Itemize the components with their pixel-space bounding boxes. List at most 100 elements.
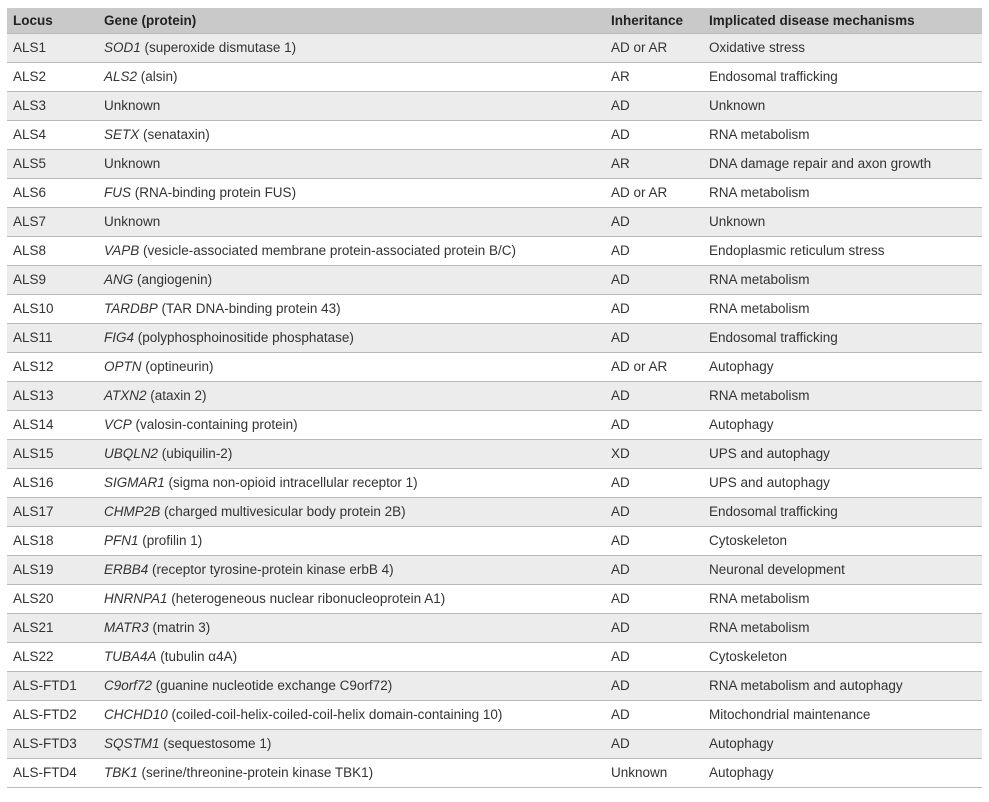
locus-cell: ALS11	[7, 322, 98, 352]
gene-symbol: C9orf72	[104, 678, 153, 693]
gene-symbol: CHCHD10	[104, 707, 168, 722]
table-row: ALS9 ANG (angiogenin) AD RNA metabolism	[7, 264, 982, 294]
inheritance-cell: AD	[605, 525, 703, 555]
inheritance-cell: AR	[605, 148, 703, 178]
table-row: ALS21 MATR3 (matrin 3) AD RNA metabolism	[7, 612, 982, 642]
protein-name: (polyphosphoinositide phosphatase)	[134, 330, 354, 345]
protein-name: (senataxin)	[139, 127, 210, 142]
locus-cell: ALS2	[7, 61, 98, 91]
table-row: ALS-FTD2 CHCHD10 (coiled-coil-helix-coile…	[7, 699, 982, 729]
locus-cell: ALS7	[7, 206, 98, 236]
gene-protein-cell: SIGMAR1 (sigma non-opioid intracellular …	[98, 467, 605, 497]
header-disease-mechanisms: Implicated disease mechanisms	[709, 12, 915, 28]
inheritance-cell: AD	[605, 612, 703, 642]
als-loci-table: Locus Gene (protein) Inheritance Implica…	[7, 8, 982, 788]
table-row: ALS7 Unknown AD Unknown	[7, 206, 982, 236]
protein-name: (optineurin)	[141, 359, 214, 374]
locus-cell: ALS-FTD1	[7, 670, 98, 700]
mechanism-cell: RNA metabolism	[703, 612, 982, 642]
mechanism-cell: RNA metabolism	[703, 119, 982, 149]
inheritance-cell: AD	[605, 206, 703, 236]
inheritance-cell: AD	[605, 235, 703, 265]
gene-protein-cell: OPTN (optineurin)	[98, 351, 605, 381]
protein-name: (tubulin α4A)	[156, 649, 238, 664]
locus-cell: ALS19	[7, 554, 98, 584]
inheritance-cell: AD	[605, 264, 703, 294]
gene-protein-cell: Unknown	[98, 90, 605, 120]
inheritance-cell: AD	[605, 554, 703, 584]
table-row: ALS4 SETX (senataxin) AD RNA metabolism	[7, 119, 982, 149]
gene-symbol: ATXN2	[104, 388, 147, 403]
table-row: ALS20 HNRNPA1 (heterogeneous nuclear ribo…	[7, 583, 982, 613]
gene-symbol: TARDBP	[104, 301, 158, 316]
gene-protein-cell: Unknown	[98, 206, 605, 236]
inheritance-cell: AD or AR	[605, 177, 703, 207]
table-row: ALS-FTD3 SQSTM1 (sequestosome 1) AD Autopha…	[7, 728, 982, 758]
protein-name: (TAR DNA-binding protein 43)	[157, 301, 341, 316]
table-row: ALS2 ALS2 (alsin) AR Endosomal trafficking	[7, 61, 982, 91]
protein-name: (angiogenin)	[133, 272, 213, 287]
inheritance-cell: AD	[605, 409, 703, 439]
mechanism-cell: Unknown	[703, 90, 982, 120]
inheritance-cell: AD	[605, 322, 703, 352]
table-row: ALS15 UBQLN2 (ubiquilin-2) XD UPS and autop…	[7, 438, 982, 468]
gene-protein-cell: ATXN2 (ataxin 2)	[98, 380, 605, 410]
table-row: ALS12 OPTN (optineurin) AD or AR Autophagy	[7, 351, 982, 381]
locus-cell: ALS17	[7, 496, 98, 526]
header-gene-protein: Gene (protein)	[104, 12, 197, 28]
mechanism-cell: Autophagy	[703, 757, 982, 788]
inheritance-cell: AD or AR	[605, 351, 703, 381]
inheritance-cell: AD	[605, 380, 703, 410]
gene-protein-cell: PFN1 (profilin 1)	[98, 525, 605, 555]
protein-name: (profilin 1)	[138, 533, 203, 548]
locus-cell: ALS15	[7, 438, 98, 468]
gene-protein-cell: UBQLN2 (ubiquilin-2)	[98, 438, 605, 468]
mechanism-cell: RNA metabolism	[703, 264, 982, 294]
locus-cell: ALS4	[7, 119, 98, 149]
protein-name: (superoxide dismutase 1)	[140, 40, 297, 55]
gene-symbol: VAPB	[104, 243, 140, 258]
inheritance-cell: AD	[605, 119, 703, 149]
protein-name: (guanine nucleotide exchange C9orf72)	[152, 678, 393, 693]
gene-symbol: SQSTM1	[104, 736, 160, 751]
table-row: ALS6 FUS (RNA-binding protein FUS) AD or A…	[7, 177, 982, 207]
gene-protein-cell: CHCHD10 (coiled-coil-helix-coiled-coil-h…	[98, 699, 605, 729]
inheritance-cell: AD	[605, 728, 703, 758]
locus-cell: ALS13	[7, 380, 98, 410]
gene-symbol: VCP	[104, 417, 132, 432]
gene-protein-cell: FIG4 (polyphosphoinositide phosphatase)	[98, 322, 605, 352]
gene-protein-cell: MATR3 (matrin 3)	[98, 612, 605, 642]
table-row: ALS22 TUBA4A (tubulin α4A) AD Cytoskeleton	[7, 641, 982, 671]
mechanism-cell: Cytoskeleton	[703, 641, 982, 671]
locus-cell: ALS-FTD4	[7, 757, 98, 788]
mechanism-cell: RNA metabolism	[703, 177, 982, 207]
protein-name: Unknown	[104, 214, 161, 229]
table-row: ALS1 SOD1 (superoxide dismutase 1) AD or A…	[7, 32, 982, 62]
inheritance-cell: AD	[605, 293, 703, 323]
gene-symbol: CHMP2B	[104, 504, 161, 519]
mechanism-cell: Unknown	[703, 206, 982, 236]
protein-name: (matrin 3)	[148, 620, 211, 635]
inheritance-cell: Unknown	[605, 757, 703, 788]
protein-name: (coiled-coil-helix-coiled-coil-helix dom…	[167, 707, 503, 722]
gene-protein-cell: TARDBP (TAR DNA-binding protein 43)	[98, 293, 605, 323]
gene-protein-cell: SOD1 (superoxide dismutase 1)	[98, 32, 605, 62]
locus-cell: ALS-FTD3	[7, 728, 98, 758]
header-locus: Locus	[13, 12, 53, 28]
locus-cell: ALS21	[7, 612, 98, 642]
inheritance-cell: XD	[605, 438, 703, 468]
gene-protein-cell: HNRNPA1 (heterogeneous nuclear ribonucle…	[98, 583, 605, 613]
mechanism-cell: Endosomal trafficking	[703, 496, 982, 526]
mechanism-cell: DNA damage repair and axon growth	[703, 148, 982, 178]
locus-cell: ALS6	[7, 177, 98, 207]
mechanism-cell: UPS and autophagy	[703, 438, 982, 468]
gene-symbol: UBQLN2	[104, 446, 159, 461]
locus-cell: ALS10	[7, 293, 98, 323]
gene-protein-cell: Unknown	[98, 148, 605, 178]
mechanism-cell: Autophagy	[703, 409, 982, 439]
protein-name: (ubiquilin-2)	[158, 446, 233, 461]
table-row: ALS3 Unknown AD Unknown	[7, 90, 982, 120]
locus-cell: ALS12	[7, 351, 98, 381]
inheritance-cell: AD or AR	[605, 32, 703, 62]
inheritance-cell: AD	[605, 467, 703, 497]
